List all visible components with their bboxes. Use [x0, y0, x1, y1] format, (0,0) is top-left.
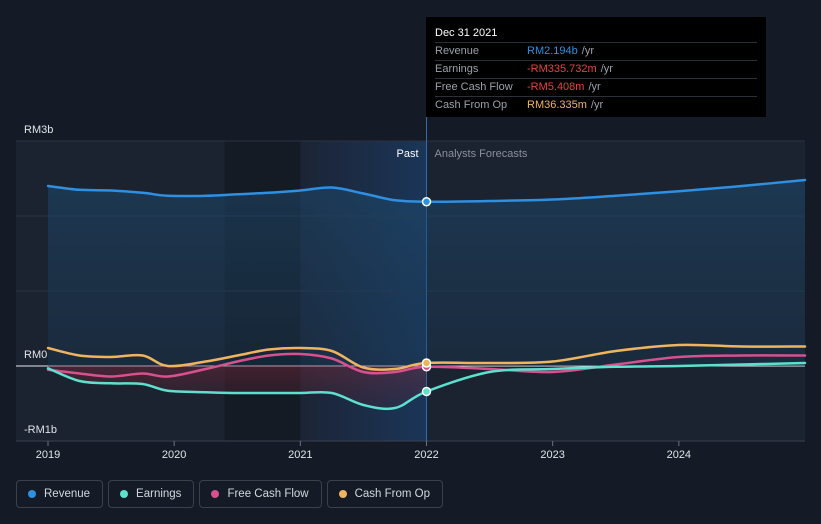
- legend-item-cash-from-op[interactable]: Cash From Op: [326, 480, 444, 508]
- tooltip-label: Earnings: [435, 63, 479, 75]
- y-label-top: RM3b: [24, 124, 53, 136]
- tooltip-value: -RM335.732m: [527, 63, 597, 75]
- legend-dot-icon: [211, 490, 220, 498]
- tooltip-label: Free Cash Flow: [435, 81, 513, 93]
- legend-label: Cash From Op: [354, 488, 431, 500]
- tooltip-unit: /yr: [590, 99, 604, 111]
- revenue-area: [48, 180, 805, 366]
- legend-item-earnings[interactable]: Earnings: [108, 480, 195, 508]
- forecast-label: Analysts Forecasts: [435, 148, 528, 160]
- tooltip-value: -RM5.408m: [527, 81, 585, 93]
- legend-dot-icon: [28, 490, 36, 498]
- revenue-line: [46, 178, 807, 204]
- past-label: Past: [396, 148, 418, 160]
- tooltip-date: Dec 31 2021: [435, 27, 498, 39]
- legend-item-free-cash-flow[interactable]: Free Cash Flow: [199, 480, 322, 508]
- tooltip-unit: /yr: [581, 45, 594, 57]
- cash-from-op-highlight-point: [421, 358, 432, 368]
- tooltip-row-cash-from-op: Cash From Op RM36.335m /yr: [435, 96, 757, 114]
- x-tick-label: 2019: [36, 449, 60, 461]
- earnings-line: [46, 361, 807, 411]
- tooltip-value: RM36.335m: [527, 99, 587, 111]
- x-tick-label: 2020: [162, 449, 186, 461]
- tooltip-row-revenue: Revenue RM2.194b /yr: [435, 42, 757, 60]
- tooltip: Dec 31 2021 Revenue RM2.194b /yr Earning…: [426, 17, 766, 117]
- free-cash-flow-line: [46, 352, 807, 378]
- legend-dot-icon: [338, 490, 347, 498]
- x-tick-label: 2023: [540, 449, 564, 461]
- earnings-area: [48, 366, 427, 409]
- y-label-zero: RM0: [24, 349, 47, 361]
- legend-item-revenue[interactable]: Revenue: [16, 480, 104, 508]
- revenue-highlight-point: [421, 197, 432, 207]
- legend: Revenue Earnings Free Cash Flow Cash Fro…: [16, 480, 444, 508]
- tooltip-row-free-cash-flow: Free Cash Flow -RM5.408m /yr: [435, 78, 757, 96]
- tooltip-row-earnings: Earnings -RM335.732m /yr: [435, 60, 757, 78]
- cash-from-op-line: [46, 343, 807, 371]
- y-label-bottom: -RM1b: [24, 424, 57, 436]
- tooltip-label: Revenue: [435, 45, 480, 57]
- tooltip-unit: /yr: [600, 63, 613, 75]
- x-tick-label: 2021: [288, 449, 312, 461]
- tooltip-value: RM2.194b: [527, 45, 578, 57]
- legend-dot-icon: [120, 490, 129, 498]
- legend-label: Earnings: [136, 488, 182, 500]
- earnings-highlight-point: [421, 386, 432, 397]
- legend-label: Free Cash Flow: [227, 488, 309, 500]
- tooltip-unit: /yr: [588, 81, 601, 93]
- x-tick-label: 2022: [414, 449, 438, 461]
- x-tick-label: 2024: [667, 449, 691, 461]
- tooltip-label: Cash From Op: [435, 99, 508, 111]
- legend-label: Revenue: [44, 488, 91, 500]
